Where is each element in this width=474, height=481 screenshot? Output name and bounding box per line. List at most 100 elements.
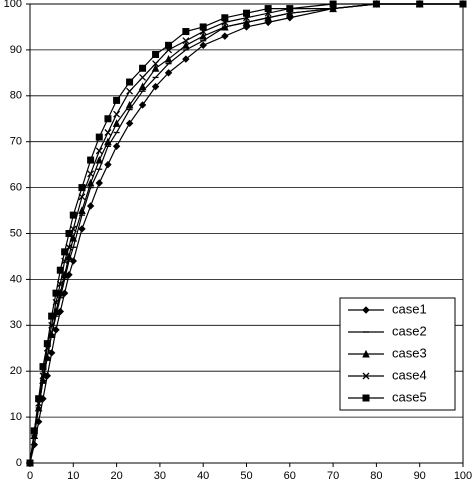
legend-label: case1 bbox=[392, 301, 427, 316]
x-tick-label: 70 bbox=[327, 470, 339, 481]
marker bbox=[151, 82, 160, 91]
marker bbox=[152, 50, 160, 58]
x-tick-label: 80 bbox=[370, 470, 382, 481]
x-tick-label: 40 bbox=[197, 470, 209, 481]
x-tick-label: 100 bbox=[454, 470, 472, 481]
y-tick-label: 90 bbox=[10, 44, 22, 56]
legend-marker bbox=[362, 306, 370, 314]
marker bbox=[221, 14, 229, 22]
y-tick-label: 30 bbox=[10, 319, 22, 331]
marker bbox=[182, 37, 190, 45]
marker bbox=[95, 147, 103, 155]
marker bbox=[78, 206, 86, 215]
legend-marker bbox=[362, 349, 370, 358]
marker bbox=[87, 170, 95, 178]
legend-label: case5 bbox=[392, 389, 427, 404]
marker bbox=[372, 0, 380, 8]
marker bbox=[138, 82, 147, 91]
marker bbox=[78, 225, 86, 233]
marker bbox=[164, 54, 173, 63]
marker bbox=[113, 110, 121, 118]
x-tick-label: 20 bbox=[110, 470, 122, 481]
y-tick-label: 0 bbox=[16, 457, 22, 469]
marker bbox=[61, 248, 69, 256]
marker bbox=[242, 18, 251, 26]
marker bbox=[285, 9, 294, 17]
legend-label: case3 bbox=[392, 345, 427, 360]
x-tick-label: 90 bbox=[414, 470, 426, 481]
marker bbox=[199, 41, 207, 50]
marker bbox=[416, 0, 424, 8]
marker bbox=[164, 69, 173, 77]
series-line bbox=[29, 3, 463, 464]
marker bbox=[151, 64, 160, 72]
marker bbox=[56, 307, 65, 316]
marker bbox=[56, 266, 64, 274]
marker bbox=[95, 179, 103, 187]
marker bbox=[26, 459, 34, 467]
marker bbox=[221, 32, 229, 40]
marker bbox=[52, 289, 60, 297]
y-tick-label: 80 bbox=[10, 90, 22, 102]
marker bbox=[60, 289, 69, 297]
marker bbox=[78, 184, 86, 192]
marker bbox=[104, 160, 112, 169]
marker bbox=[65, 230, 73, 237]
marker bbox=[104, 115, 112, 123]
marker bbox=[86, 178, 95, 187]
marker bbox=[152, 60, 160, 68]
y-tick-label: 20 bbox=[10, 365, 22, 377]
marker bbox=[60, 270, 69, 279]
marker bbox=[182, 28, 190, 36]
marker bbox=[126, 87, 134, 95]
marker bbox=[199, 23, 207, 31]
marker bbox=[104, 129, 112, 136]
marker bbox=[286, 5, 294, 13]
marker bbox=[329, 0, 337, 8]
legend-marker bbox=[362, 394, 370, 402]
marker bbox=[182, 41, 190, 49]
marker bbox=[125, 100, 134, 109]
marker bbox=[43, 340, 51, 348]
y-tick-label: 50 bbox=[10, 227, 22, 239]
y-tick-label: 10 bbox=[10, 411, 22, 423]
marker bbox=[112, 119, 121, 127]
marker bbox=[165, 41, 173, 49]
x-tick-label: 0 bbox=[27, 470, 33, 481]
marker bbox=[95, 155, 104, 164]
x-tick-label: 60 bbox=[284, 470, 296, 481]
marker bbox=[125, 119, 134, 128]
series-line bbox=[29, 3, 463, 464]
marker bbox=[104, 137, 112, 146]
legend-marker bbox=[362, 372, 370, 380]
x-tick-label: 50 bbox=[240, 470, 252, 481]
x-tick-label: 30 bbox=[154, 470, 166, 481]
marker bbox=[113, 96, 121, 104]
marker bbox=[39, 363, 47, 371]
marker bbox=[69, 211, 77, 219]
marker bbox=[138, 101, 147, 109]
series-line bbox=[29, 3, 463, 464]
y-tick-label: 60 bbox=[10, 182, 22, 194]
marker bbox=[243, 9, 250, 17]
marker bbox=[139, 64, 147, 72]
marker bbox=[199, 32, 208, 40]
marker bbox=[43, 372, 52, 380]
marker bbox=[86, 202, 95, 210]
y-tick-label: 40 bbox=[10, 273, 22, 285]
marker bbox=[35, 395, 43, 403]
marker bbox=[69, 233, 78, 242]
marker bbox=[65, 271, 73, 279]
marker bbox=[139, 73, 147, 81]
marker bbox=[459, 0, 467, 8]
legend-label: case2 bbox=[392, 323, 427, 338]
marker bbox=[221, 22, 229, 31]
marker bbox=[112, 142, 121, 150]
legend-label: case4 bbox=[392, 367, 427, 382]
marker bbox=[30, 431, 39, 439]
marker bbox=[264, 13, 272, 22]
marker bbox=[126, 78, 134, 86]
y-tick-label: 70 bbox=[10, 136, 22, 148]
x-tick-label: 10 bbox=[67, 470, 79, 481]
